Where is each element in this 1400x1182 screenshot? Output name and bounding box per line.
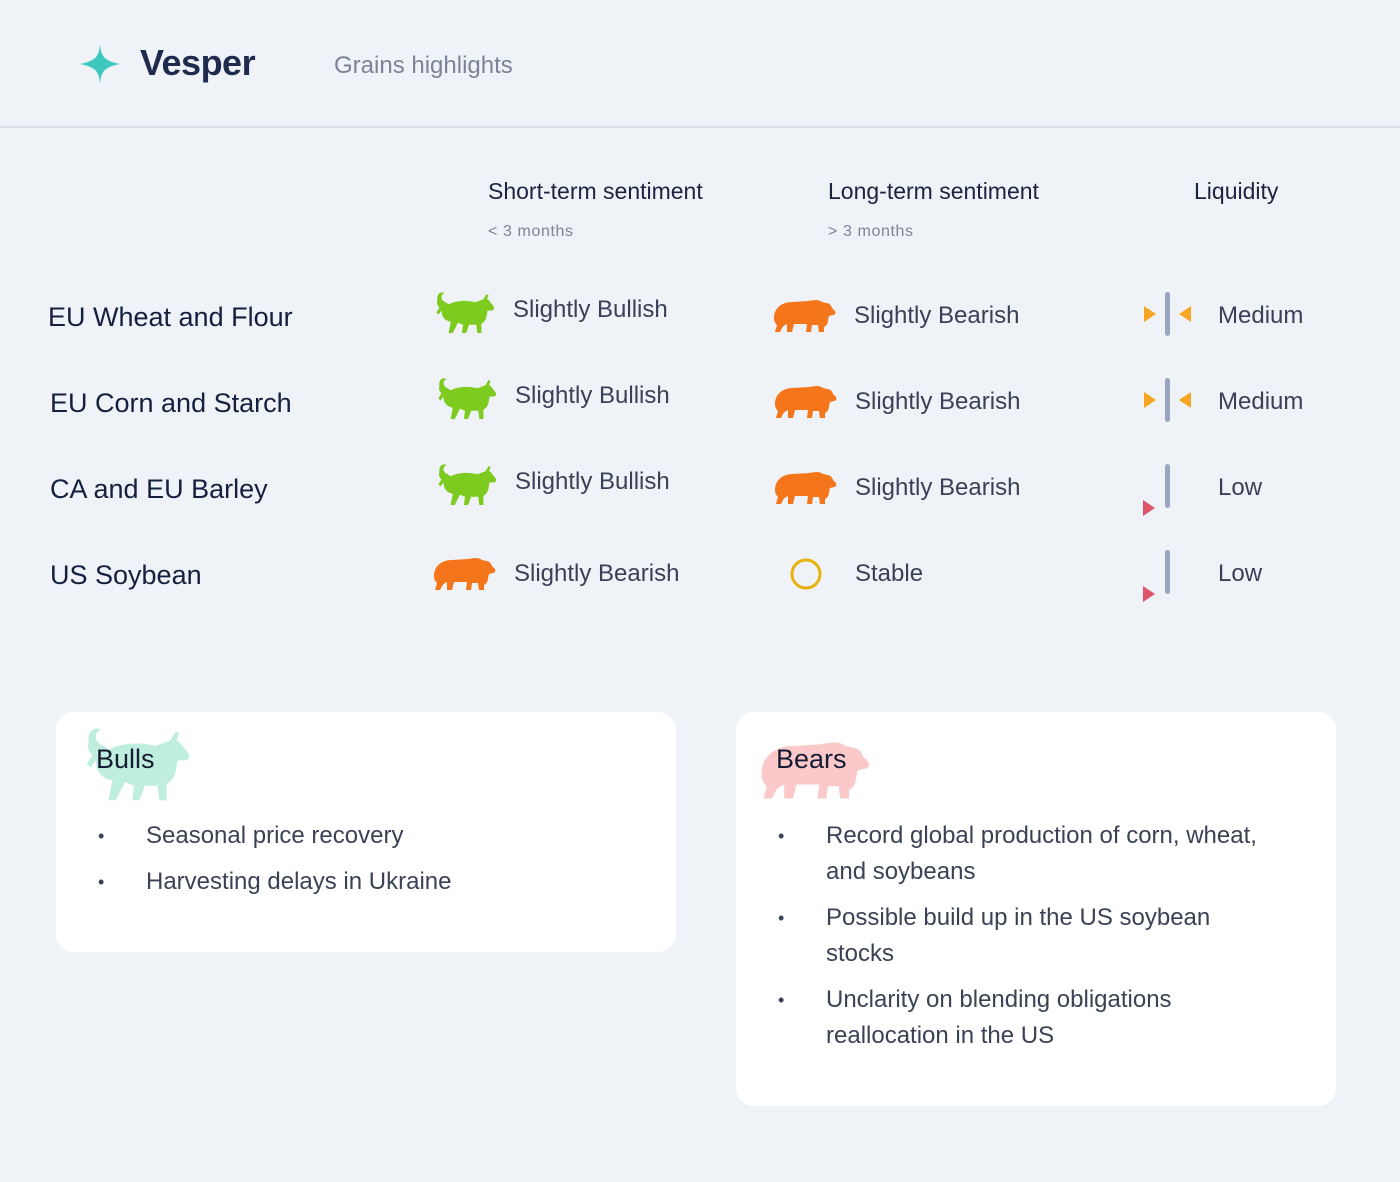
bull-icon <box>430 290 496 335</box>
liquidity-medium-icon <box>1144 292 1191 336</box>
row-label-eu-corn: EU Corn and Starch <box>50 388 292 418</box>
long-term-value: Slightly Bearish <box>855 388 1021 415</box>
long-term-value: Stable <box>855 560 924 587</box>
bears-title: Bears <box>776 744 847 774</box>
list-item: Unclarity on blending obligations reallo… <box>756 982 1276 1054</box>
bulls-list: Seasonal price recovery Harvesting delay… <box>76 818 656 910</box>
sparkle-logo-icon <box>80 44 120 84</box>
liquidity-medium-icon <box>1144 378 1191 422</box>
row-label-eu-wheat: EU Wheat and Flour <box>48 302 293 332</box>
list-item: Harvesting delays in Ukraine <box>76 864 656 900</box>
liquidity-low-icon <box>1143 550 1170 602</box>
short-term-value: Slightly Bullish <box>515 382 670 409</box>
liquidity-low-icon <box>1143 464 1170 516</box>
row-label-ca-eu-barley: CA and EU Barley <box>50 474 268 504</box>
liquidity-value: Low <box>1218 560 1263 587</box>
bull-icon <box>432 462 498 507</box>
short-term-value: Slightly Bearish <box>514 560 680 587</box>
bull-icon <box>432 376 498 421</box>
long-term-value: Slightly Bearish <box>855 474 1021 501</box>
list-item: Seasonal price recovery <box>76 818 656 854</box>
liquidity-header: Liquidity <box>1194 178 1279 204</box>
row-label-us-soybean: US Soybean <box>50 560 202 590</box>
bulls-title: Bulls <box>96 744 155 774</box>
long-term-header: Long-term sentiment <box>828 178 1039 204</box>
short-term-value: Slightly Bullish <box>513 296 668 323</box>
bear-icon <box>773 380 837 420</box>
app-header: Vesper Grains highlights <box>0 0 1400 128</box>
stable-circle-icon <box>790 558 822 590</box>
short-term-subheader: < 3 months <box>488 223 574 240</box>
page-title: Grains highlights <box>334 52 513 79</box>
list-item: Record global production of corn, wheat,… <box>756 818 1276 890</box>
long-term-subheader: > 3 months <box>828 223 914 240</box>
bear-icon <box>773 466 837 506</box>
liquidity-value: Medium <box>1218 302 1304 329</box>
liquidity-value: Low <box>1218 474 1263 501</box>
bears-list: Record global production of corn, wheat,… <box>756 818 1276 1064</box>
short-term-value: Slightly Bullish <box>515 468 670 495</box>
liquidity-value: Medium <box>1218 388 1304 415</box>
list-item: Possible build up in the US soybean stoc… <box>756 900 1276 972</box>
bear-icon <box>432 552 496 592</box>
long-term-value: Slightly Bearish <box>854 302 1020 329</box>
bulls-card: Bulls Seasonal price recovery Harvesting… <box>56 712 676 952</box>
brand-name: Vesper <box>140 42 256 83</box>
short-term-header: Short-term sentiment <box>488 178 703 204</box>
bear-icon <box>772 294 836 334</box>
bears-card: Bears Record global production of corn, … <box>736 712 1336 1106</box>
